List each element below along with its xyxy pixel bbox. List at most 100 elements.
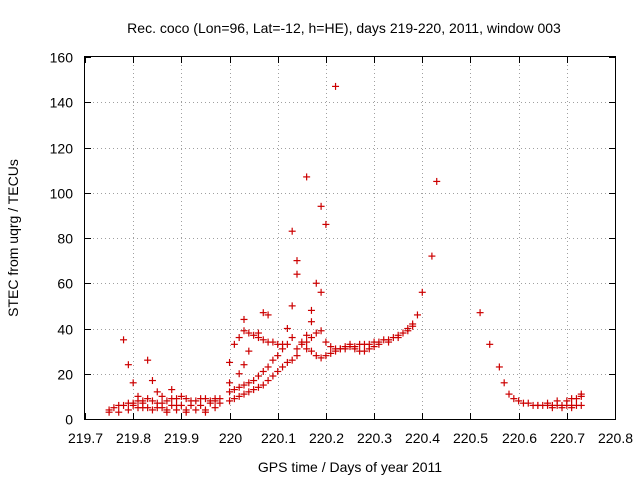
x-tick-label: 220.5 bbox=[453, 430, 488, 446]
data-point bbox=[254, 383, 262, 391]
data-point bbox=[327, 349, 335, 357]
y-tick-label: 20 bbox=[57, 367, 73, 383]
data-point bbox=[197, 401, 205, 409]
data-point bbox=[534, 401, 542, 409]
data-point bbox=[250, 386, 258, 394]
data-point bbox=[226, 379, 234, 387]
data-point bbox=[279, 363, 287, 371]
data-point bbox=[250, 377, 258, 385]
plot-frame bbox=[84, 56, 616, 420]
data-point bbox=[385, 338, 393, 346]
data-point bbox=[307, 318, 315, 326]
data-point bbox=[293, 270, 301, 278]
data-point bbox=[322, 220, 330, 228]
data-point bbox=[283, 358, 291, 366]
data-point bbox=[245, 329, 253, 337]
y-axis-label: STEC from uqrg / TECUs bbox=[5, 159, 21, 317]
x-tick-label: 220.2 bbox=[309, 430, 344, 446]
data-point bbox=[274, 367, 282, 375]
data-point bbox=[230, 395, 238, 403]
data-point bbox=[264, 363, 272, 371]
data-point bbox=[418, 288, 426, 296]
x-axis-label: GPS time / Days of year 2011 bbox=[258, 459, 442, 475]
data-point bbox=[413, 311, 421, 319]
x-tick-label: 220.1 bbox=[261, 430, 296, 446]
data-point bbox=[201, 408, 209, 416]
x-tick-label: 220.4 bbox=[405, 430, 440, 446]
data-point bbox=[360, 347, 368, 355]
data-point bbox=[524, 399, 532, 407]
data-point bbox=[572, 395, 580, 403]
data-point bbox=[235, 383, 243, 391]
data-point bbox=[548, 404, 556, 412]
data-point bbox=[264, 311, 272, 319]
data-point bbox=[250, 331, 258, 339]
data-point bbox=[168, 386, 176, 394]
data-point bbox=[476, 309, 484, 317]
data-point bbox=[553, 397, 561, 405]
data-point bbox=[351, 343, 359, 351]
data-point bbox=[568, 404, 576, 412]
data-point bbox=[206, 399, 214, 407]
data-point bbox=[120, 401, 128, 409]
data-point bbox=[158, 392, 166, 400]
data-point bbox=[259, 367, 267, 375]
y-tick-label: 60 bbox=[57, 276, 73, 292]
data-point bbox=[269, 356, 277, 364]
y-tick-label: 120 bbox=[50, 141, 74, 157]
data-point bbox=[211, 397, 219, 405]
data-point bbox=[163, 397, 171, 405]
data-point bbox=[283, 325, 291, 332]
data-point bbox=[341, 345, 349, 353]
gridlines bbox=[85, 57, 615, 419]
data-point bbox=[182, 395, 190, 403]
data-point bbox=[173, 395, 181, 403]
data-point bbox=[163, 408, 171, 416]
data-point bbox=[153, 388, 161, 396]
data-point bbox=[240, 361, 248, 369]
data-point bbox=[312, 329, 320, 337]
data-point bbox=[577, 390, 585, 398]
data-point bbox=[515, 397, 523, 405]
data-point bbox=[124, 361, 132, 369]
data-point bbox=[240, 390, 248, 398]
data-point bbox=[148, 377, 156, 385]
data-point bbox=[177, 401, 185, 409]
x-tick-labels: 219.7 219.8 219.9 220 220.1 220.2 220.3 220.4 22… bbox=[68, 430, 633, 446]
data-point bbox=[428, 252, 436, 260]
data-point bbox=[139, 404, 147, 412]
data-point bbox=[216, 399, 224, 407]
data-point bbox=[115, 408, 123, 416]
y-tick-label: 140 bbox=[50, 95, 74, 111]
data-point bbox=[245, 388, 253, 396]
data-point bbox=[177, 392, 185, 400]
data-point bbox=[409, 320, 417, 328]
x-tick-label: 219.9 bbox=[164, 430, 199, 446]
data-point bbox=[144, 395, 152, 403]
data-point bbox=[433, 177, 441, 185]
data-point bbox=[293, 352, 301, 360]
data-point bbox=[510, 395, 518, 403]
data-point bbox=[298, 340, 306, 348]
data-point bbox=[211, 404, 219, 412]
chart-title: Rec. coco (Lon=96, Lat=-12, h=HE), days … bbox=[127, 20, 561, 36]
data-point bbox=[322, 352, 330, 360]
data-point bbox=[558, 404, 566, 412]
data-point bbox=[288, 356, 296, 364]
data-point bbox=[293, 345, 301, 353]
data-point bbox=[274, 352, 282, 360]
data-point bbox=[303, 331, 311, 339]
data-point bbox=[105, 408, 113, 416]
data-point bbox=[269, 372, 277, 380]
data-point bbox=[505, 390, 513, 398]
data-point bbox=[264, 377, 272, 385]
data-point bbox=[307, 306, 315, 314]
data-point bbox=[317, 327, 325, 335]
data-point bbox=[288, 227, 296, 235]
data-point bbox=[279, 340, 287, 348]
x-tick-label: 220.6 bbox=[502, 430, 537, 446]
data-point bbox=[312, 352, 320, 360]
data-point bbox=[404, 327, 412, 335]
data-point bbox=[192, 406, 200, 414]
x-tick-label: 219.7 bbox=[68, 430, 103, 446]
